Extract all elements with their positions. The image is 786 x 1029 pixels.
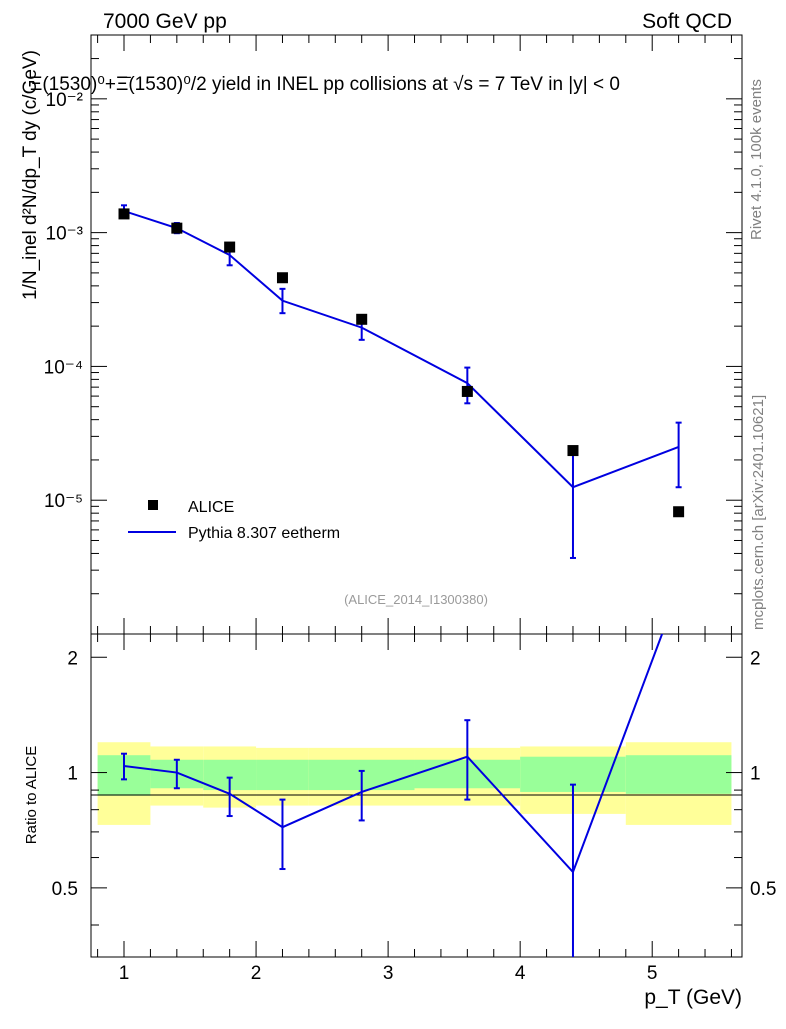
alice-data-point [171,222,183,234]
x-tick-label: 2 [251,963,262,984]
alice-data-point [118,208,130,220]
x-tick-label: 1 [119,963,130,984]
x-tick-label: 3 [383,963,394,984]
ratio-line [123,634,664,874]
ratio-y-tick-label: 1 [67,764,78,785]
ratio-y-tick-label: 2 [67,648,78,669]
alice-data-point [224,241,236,253]
axes: 1 2 3 4 5 10⁻² 10⁻³ 10⁻⁴ 10⁻⁵ 0.5 0.5 1 1 2 2 [44,34,776,984]
x-axis-title: p_T (GeV) [644,986,742,1009]
pythia-line [123,210,679,489]
alice-data-point [567,445,579,457]
stat-unc-band-7 [625,755,732,794]
y-tick-label: 10⁻² [46,90,84,111]
ratio-bands [97,742,732,825]
ratio-y-tick-label-right: 0.5 [750,879,776,900]
legend-alice-marker [148,500,158,510]
header-right: Soft QCD [642,10,732,33]
main-y-axis-title: 1/N_inel d²N/dp_T dy (c/GeV) [20,50,41,300]
analysis-tag: (ALICE_2014_I1300380) [344,592,488,607]
mcplots-credit-text: mcplots.cern.ch [arXiv:2401.10621] [750,395,767,630]
x-tick-label: 5 [647,963,658,984]
legend-pythia-label: Pythia 8.307 eetherm [188,525,340,542]
plot-title: Ξ(1530)⁰+Ξ̄(1530)⁰/2 yield in INEL pp co… [30,74,620,95]
x-tick-label: 4 [515,963,526,984]
ratio-series [121,634,664,957]
ratio-y-tick-label: 0.5 [52,879,78,900]
ratio-y-tick-label-right: 2 [750,648,761,669]
main-frame [90,34,743,635]
y-tick-label: 10⁻⁵ [44,491,83,512]
ratio-y-tick-label-right: 1 [750,764,761,785]
alice-data-point [276,272,288,284]
legend-alice-label: ALICE [188,499,234,516]
y-tick-label: 10⁻⁴ [44,357,83,378]
alice-data-point [461,385,473,397]
ratio-y-axis-title: Ratio to ALICE [23,746,40,844]
y-tick-label: 10⁻³ [46,224,84,245]
main-series [118,204,685,559]
stat-unc-band-3 [256,759,309,791]
alice-data-point [673,506,685,518]
header-left: 7000 GeV pp [103,10,227,33]
alice-data-point [356,313,368,325]
rivet-version-text: Rivet 4.1.0, 100k events [748,79,765,240]
